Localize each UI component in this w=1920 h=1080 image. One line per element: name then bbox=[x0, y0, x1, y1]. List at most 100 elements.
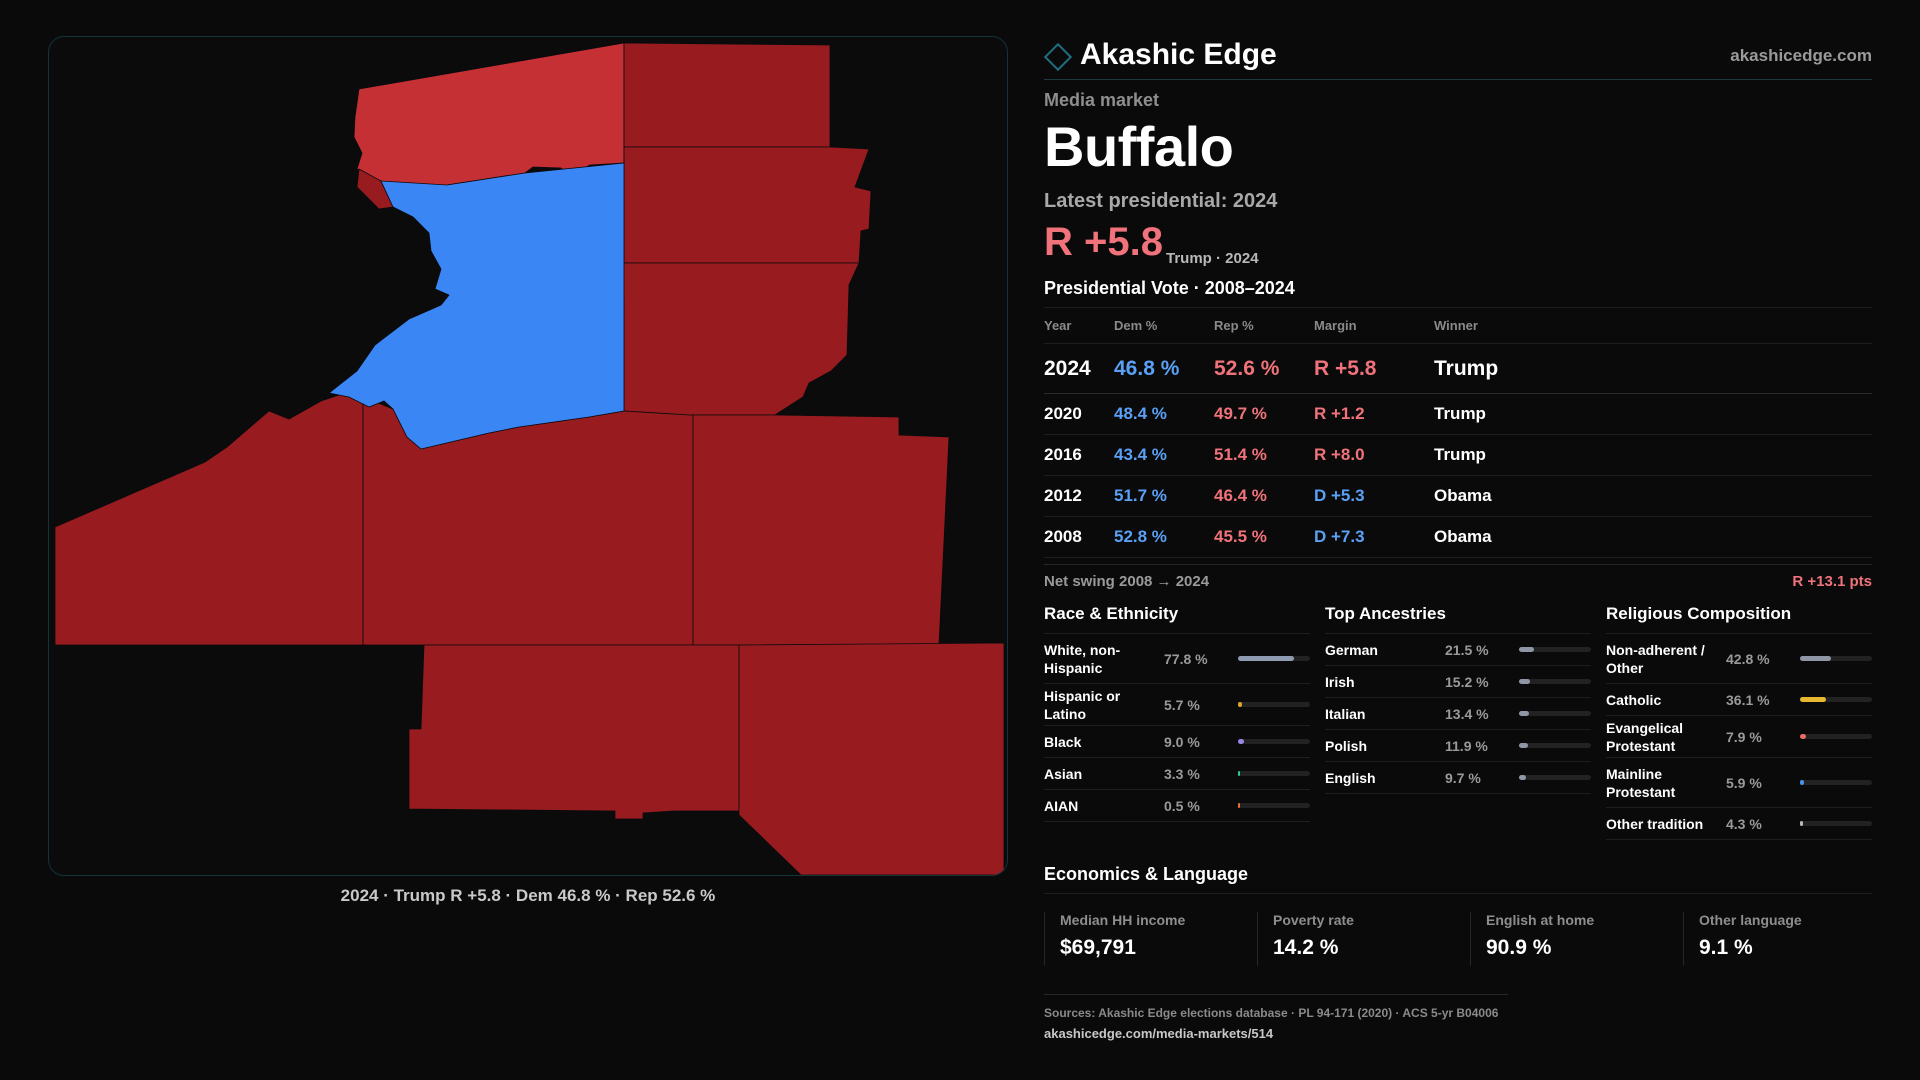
share-bar-fill bbox=[1800, 780, 1805, 785]
demo-label: Mainline Protestant bbox=[1606, 765, 1676, 800]
net-swing-label: Net swing 2008 → 2024 bbox=[1044, 573, 1210, 590]
row-margin: R +8.0 bbox=[1314, 434, 1434, 476]
row-dem-share: 48.4 % bbox=[1114, 393, 1214, 435]
row-winner: Trump bbox=[1434, 343, 1872, 394]
demo-label: English bbox=[1325, 769, 1376, 786]
demo-label: Non-adherent / Other bbox=[1606, 641, 1705, 676]
row-margin: D +5.3 bbox=[1314, 475, 1434, 517]
share-bar-fill bbox=[1800, 734, 1806, 739]
economics-divider bbox=[1044, 893, 1872, 894]
market-type-label: Media market bbox=[1044, 90, 1160, 110]
diamond-logo-icon bbox=[1043, 42, 1073, 72]
row-year: 2016 bbox=[1044, 434, 1114, 476]
demo-value: 3.3 % bbox=[1164, 765, 1200, 782]
econ-value: 14.2 % bbox=[1273, 936, 1339, 959]
economics-title: Economics & Language bbox=[1044, 864, 1249, 884]
demo-row: Black 9.0 % bbox=[1044, 726, 1310, 758]
econ-median-income: Median HH income $69,791 bbox=[1044, 912, 1244, 966]
share-bar-fill bbox=[1238, 656, 1295, 661]
demo-value: 15.2 % bbox=[1445, 673, 1489, 690]
econ-english-at-home: English at home 90.9 % bbox=[1470, 912, 1670, 966]
demo-label: Asian bbox=[1044, 765, 1083, 782]
share-bar bbox=[1238, 656, 1310, 661]
col-header-rep: Rep % bbox=[1214, 307, 1314, 344]
share-bar-fill bbox=[1519, 743, 1528, 748]
demo-row: German 21.5 % bbox=[1325, 634, 1591, 666]
brand-url-link[interactable]: akashicedge.com bbox=[1730, 46, 1872, 65]
row-year: 2012 bbox=[1044, 475, 1114, 517]
row-margin: R +5.8 bbox=[1314, 343, 1434, 394]
row-margin: D +7.3 bbox=[1314, 516, 1434, 558]
demo-value: 11.9 % bbox=[1445, 737, 1488, 754]
map-panel[interactable] bbox=[48, 36, 1008, 876]
row-rep-share: 45.5 % bbox=[1214, 516, 1314, 558]
demo-label: Black bbox=[1044, 733, 1082, 750]
brand-name: Akashic Edge bbox=[1080, 38, 1277, 71]
demo-value: 36.1 % bbox=[1726, 691, 1770, 708]
county-shape[interactable] bbox=[614, 262, 860, 416]
race-list: White, non-Hispanic 77.8 % Hispanic or Lat… bbox=[1044, 634, 1310, 822]
race-ethnicity-section: Race & Ethnicity White, non-Hispanic 77.8… bbox=[1044, 602, 1310, 822]
county-shape[interactable] bbox=[738, 642, 1005, 875]
county-shape[interactable] bbox=[408, 644, 740, 820]
table-row: 2016 43.4 % 51.4 % R +8.0 Trump bbox=[1044, 434, 1872, 476]
econ-label: Median HH income bbox=[1060, 912, 1186, 928]
row-year: 2024 bbox=[1044, 343, 1114, 394]
vote-history-table: Year Dem % Rep % Margin Winner 2024 46.8… bbox=[1044, 307, 1872, 558]
sources-text: Sources: Akashic Edge elections database… bbox=[1044, 1006, 1499, 1020]
share-bar-fill bbox=[1238, 771, 1241, 776]
county-shape[interactable] bbox=[54, 392, 364, 646]
share-bar-fill bbox=[1238, 702, 1243, 707]
demo-row: AIAN 0.5 % bbox=[1044, 790, 1310, 822]
demo-row: Italian 13.4 % bbox=[1325, 698, 1591, 730]
share-bar-fill bbox=[1800, 821, 1804, 826]
row-rep-share: 51.4 % bbox=[1214, 434, 1314, 476]
sources-url-link[interactable]: akashicedge.com/media-markets/514 bbox=[1044, 1026, 1274, 1041]
share-bar bbox=[1238, 771, 1310, 776]
demo-row: Catholic 36.1 % bbox=[1606, 684, 1872, 716]
share-bar bbox=[1800, 821, 1872, 826]
row-year: 2020 bbox=[1044, 393, 1114, 435]
latest-presidential-label: Latest presidential: 2024 bbox=[1044, 190, 1278, 212]
share-bar-fill bbox=[1800, 656, 1831, 661]
share-bar bbox=[1238, 803, 1310, 808]
econ-label: Other language bbox=[1699, 912, 1802, 928]
col-header-dem: Dem % bbox=[1114, 307, 1214, 344]
demo-label: Polish bbox=[1325, 737, 1368, 754]
row-winner: Obama bbox=[1434, 475, 1872, 517]
demo-label: Italian bbox=[1325, 705, 1366, 722]
share-bar-fill bbox=[1519, 647, 1535, 652]
econ-other-language: Other language 9.1 % bbox=[1683, 912, 1883, 966]
county-shape[interactable] bbox=[623, 146, 872, 264]
religion-title: Religious Composition bbox=[1606, 602, 1872, 634]
econ-value: $69,791 bbox=[1060, 936, 1136, 959]
demo-row: White, non-Hispanic 77.8 % bbox=[1044, 634, 1310, 684]
row-dem-share: 52.8 % bbox=[1114, 516, 1214, 558]
sources-divider bbox=[1044, 994, 1508, 995]
econ-value: 9.1 % bbox=[1699, 936, 1753, 959]
vote-history-title: Presidential Vote · 2008–2024 bbox=[1044, 278, 1295, 298]
share-bar bbox=[1519, 647, 1591, 652]
brand-header: Akashic Edge akashicedge.com bbox=[1043, 34, 1872, 78]
table-row: 2012 51.7 % 46.4 % D +5.3 Obama bbox=[1044, 475, 1872, 517]
share-bar bbox=[1519, 743, 1591, 748]
share-bar bbox=[1800, 656, 1872, 661]
row-year: 2008 bbox=[1044, 516, 1114, 558]
county-shape[interactable] bbox=[692, 414, 950, 646]
county-shape[interactable] bbox=[328, 162, 625, 450]
share-bar-fill bbox=[1519, 711, 1529, 716]
demo-label: White, non-Hispanic bbox=[1044, 641, 1121, 676]
row-winner: Trump bbox=[1434, 393, 1872, 435]
row-dem-share: 43.4 % bbox=[1114, 434, 1214, 476]
col-header-winner: Winner bbox=[1434, 307, 1872, 344]
share-bar bbox=[1238, 739, 1310, 744]
demo-value: 13.4 % bbox=[1445, 705, 1489, 722]
demo-row: Asian 3.3 % bbox=[1044, 758, 1310, 790]
county-shape[interactable] bbox=[623, 42, 831, 148]
county-map[interactable] bbox=[49, 37, 1008, 876]
share-bar bbox=[1800, 734, 1872, 739]
col-header-year: Year bbox=[1044, 307, 1114, 344]
row-rep-share: 49.7 % bbox=[1214, 393, 1314, 435]
row-rep-share: 52.6 % bbox=[1214, 343, 1314, 394]
share-bar-fill bbox=[1238, 803, 1241, 808]
